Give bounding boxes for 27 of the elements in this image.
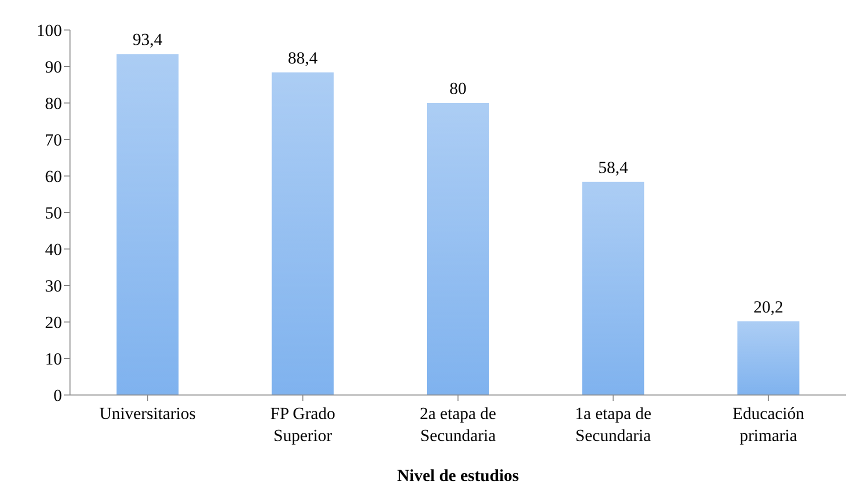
bar	[582, 182, 644, 395]
x-tick-label: FP Grado Superior	[270, 404, 336, 445]
y-tick-label: 0	[54, 386, 62, 406]
bar	[426, 103, 489, 395]
y-tick-label: 30	[45, 276, 62, 296]
bar	[272, 72, 334, 395]
y-tick-label: 20	[45, 313, 62, 332]
data-label: 20,2	[753, 297, 784, 316]
y-tick-label: 80	[45, 94, 62, 114]
data-label: 58,4	[598, 158, 629, 177]
data-label: 80	[449, 79, 466, 98]
x-axis-title: Nivel de estudios	[397, 466, 520, 485]
data-label: 93,4	[132, 30, 163, 50]
y-tick-label: 10	[45, 350, 62, 369]
y-tick-label: 40	[45, 240, 62, 260]
y-tick-label: 70	[45, 130, 62, 150]
x-tick-label: Educación primaria	[732, 404, 805, 445]
y-tick-label: 60	[45, 167, 62, 186]
y-tick-label: 90	[45, 58, 62, 77]
y-tick-label: 100	[36, 21, 62, 40]
x-tick-label: 1a etapa de Secundaria	[574, 404, 652, 445]
x-tick-label: 2a etapa de Secundaria	[420, 404, 496, 445]
data-label: 88,4	[288, 48, 318, 68]
bar	[737, 321, 800, 395]
bar	[116, 54, 179, 395]
y-tick-label: 50	[45, 204, 62, 223]
x-tick-label: Universitarios	[99, 404, 196, 423]
